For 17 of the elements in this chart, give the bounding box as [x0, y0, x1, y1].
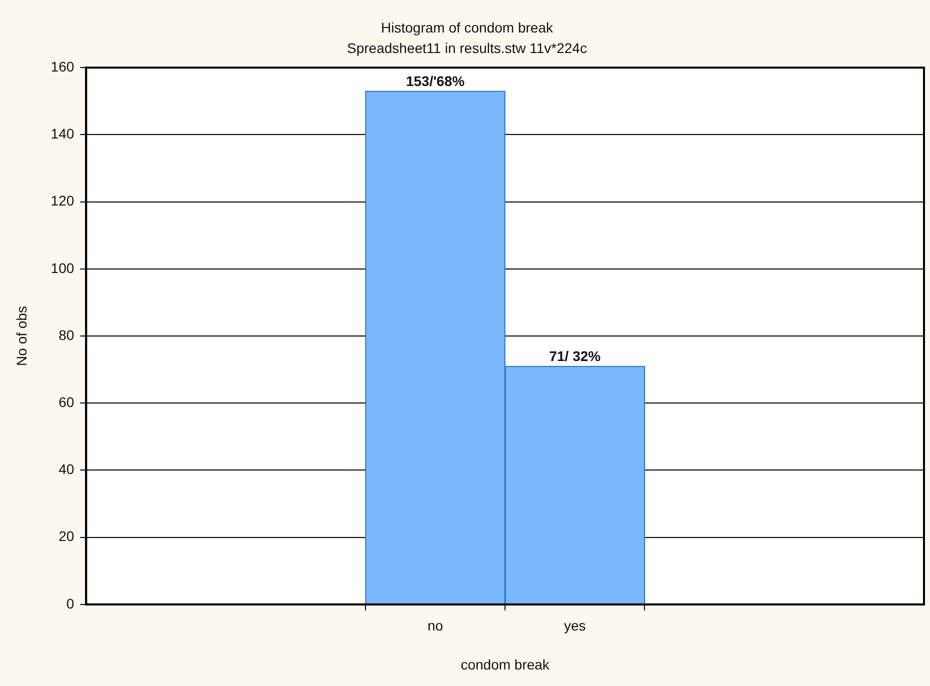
y-tick-label: 40	[58, 461, 74, 478]
y-axis-title: No of obs	[13, 306, 30, 366]
data-label: 71/ 32%	[549, 348, 602, 364]
y-tick-label: 80	[58, 326, 74, 343]
y-tick-label: 100	[50, 260, 74, 276]
data-label: 153/'68%	[406, 72, 466, 89]
y-tick-label: 0	[66, 595, 74, 612]
y-tick-label: 120	[50, 192, 74, 209]
x-tick-label: no	[427, 618, 444, 634]
y-tick-label: 160	[50, 58, 74, 74]
y-tick-label: 60	[58, 394, 74, 410]
x-tick-label: yes	[564, 618, 586, 634]
chart-subtitle: Spreadsheet11 in results.stw 11v*224c	[347, 40, 587, 56]
y-tick-label: 20	[58, 528, 74, 544]
chart-title: Histogram of condom break	[381, 19, 554, 36]
y-tick-label: 140	[50, 126, 74, 142]
x-axis-title: condom break	[460, 656, 550, 672]
